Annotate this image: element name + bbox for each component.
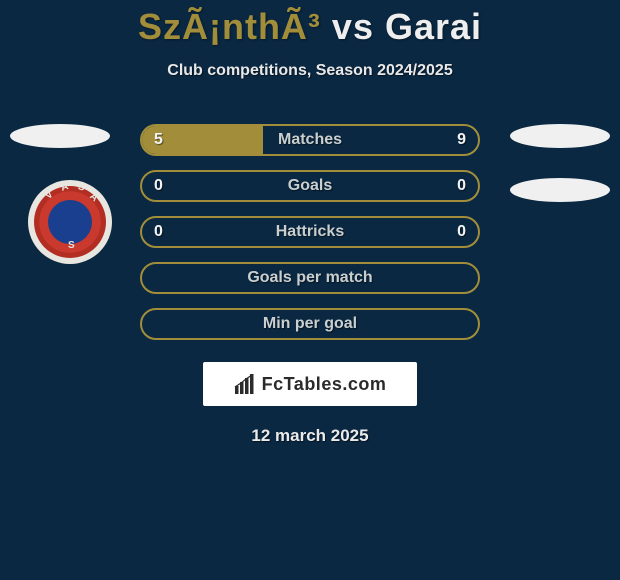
stat-label: Hattricks	[276, 223, 344, 241]
date-text: 12 march 2025	[0, 426, 620, 446]
content-area: V A S A S 5 Matches 9 0 Goals 0 0 Hattri…	[0, 124, 620, 446]
stat-row-min-per-goal: Min per goal	[140, 308, 480, 340]
crest-letters: V A S A S	[28, 180, 112, 264]
brand-text: FcTables.com	[262, 374, 387, 395]
stat-label: Goals	[288, 177, 332, 195]
team2-logo-placeholder-2	[510, 178, 610, 202]
vs-separator: vs	[321, 6, 385, 47]
stat-label: Min per goal	[263, 315, 357, 333]
team2-logo-placeholder-1	[510, 124, 610, 148]
stat-right-value: 0	[457, 223, 466, 241]
team1-logo-placeholder	[10, 124, 110, 148]
player2-name: Garai	[385, 6, 482, 47]
stat-right-value: 9	[457, 131, 466, 149]
stat-label: Goals per match	[247, 269, 372, 287]
stat-left-value: 5	[154, 131, 163, 149]
stat-left-value: 0	[154, 177, 163, 195]
stat-label: Matches	[278, 131, 342, 149]
stats-rows: 5 Matches 9 0 Goals 0 0 Hattricks 0 Goal…	[140, 124, 480, 340]
stat-row-goals: 0 Goals 0	[140, 170, 480, 202]
stat-row-hattricks: 0 Hattricks 0	[140, 216, 480, 248]
brand-box[interactable]: FcTables.com	[203, 362, 417, 406]
subtitle: Club competitions, Season 2024/2025	[0, 62, 620, 80]
player1-name: SzÃ¡nthÃ³	[138, 6, 321, 47]
stat-left-value: 0	[154, 223, 163, 241]
team1-crest: V A S A S	[28, 180, 112, 264]
stat-row-matches: 5 Matches 9	[140, 124, 480, 156]
page-title: SzÃ¡nthÃ³ vs Garai	[0, 0, 620, 48]
stat-row-goals-per-match: Goals per match	[140, 262, 480, 294]
stat-right-value: 0	[457, 177, 466, 195]
bar-chart-icon	[234, 374, 256, 394]
